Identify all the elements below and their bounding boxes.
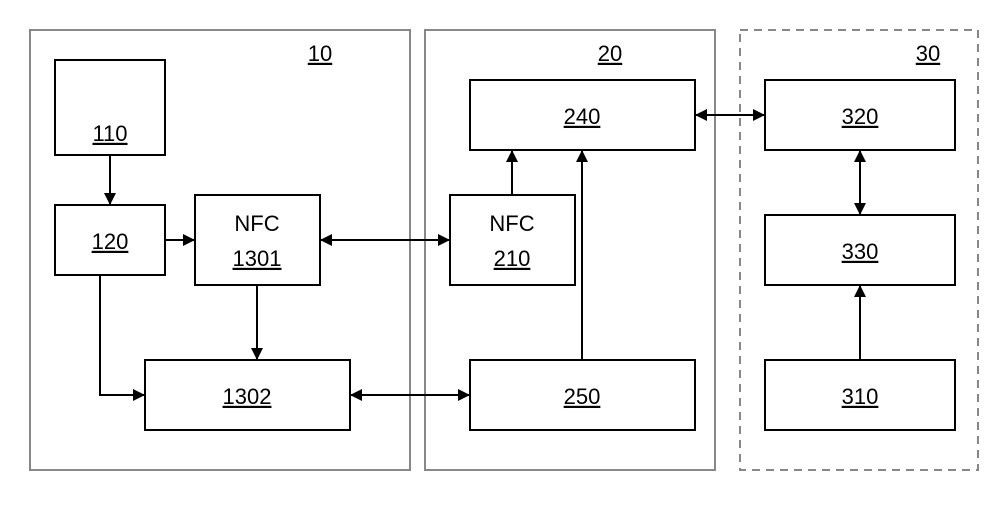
- node-210: [450, 195, 575, 285]
- node-label: 330: [842, 239, 879, 264]
- node-extra-label: NFC: [489, 211, 534, 236]
- group-label: 30: [916, 41, 940, 66]
- node-1301: [195, 195, 320, 285]
- node-label: 110: [92, 121, 127, 146]
- group-label: 20: [598, 41, 622, 66]
- node-label: 320: [842, 104, 879, 129]
- group-label: 10: [308, 41, 332, 66]
- node-label: 240: [564, 104, 601, 129]
- node-label: 120: [92, 229, 129, 254]
- block-diagram: 10 20 30 110 120 NFC 1301 1302 NFC 210 240 250 320 33…: [0, 0, 1000, 513]
- node-label: 250: [564, 384, 601, 409]
- node-label: 1302: [223, 384, 272, 409]
- node-label: 310: [842, 384, 879, 409]
- node-label: 210: [494, 246, 531, 271]
- node-label: 1301: [233, 246, 282, 271]
- node-extra-label: NFC: [234, 211, 279, 236]
